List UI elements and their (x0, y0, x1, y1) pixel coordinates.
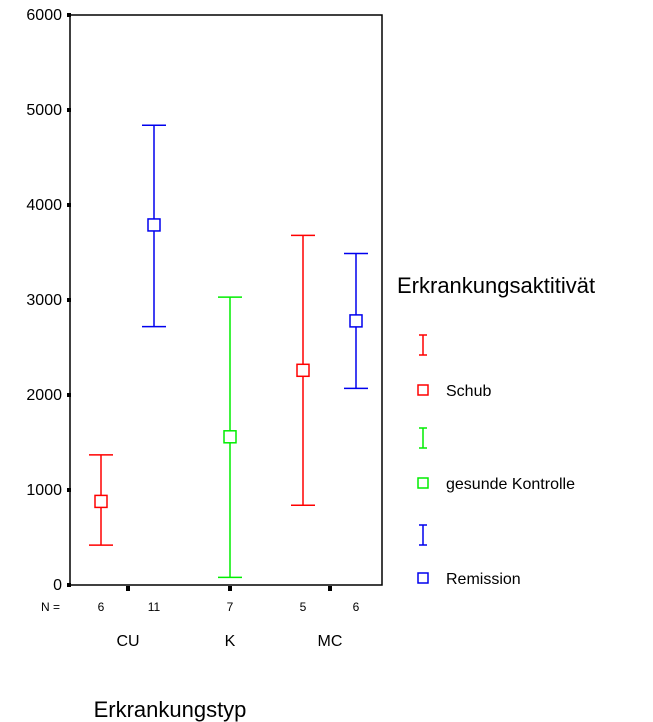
mean-marker (223, 430, 237, 444)
n-count-label: 6 (98, 600, 105, 614)
legend-marker-icon (417, 572, 429, 584)
mean-marker (296, 363, 310, 378)
y-tick-mark (67, 393, 71, 397)
x-category-label: MC (318, 633, 343, 650)
mean-marker (349, 314, 363, 328)
legend-marker-icon (417, 384, 429, 396)
y-tick-mark (67, 108, 71, 112)
n-count-label: 6 (353, 600, 360, 614)
legend-title: Erkrankungsaktitivät (397, 273, 595, 298)
n-prefix-label: N = (41, 600, 60, 614)
y-tick-label: 0 (53, 577, 62, 594)
error-bar (291, 234, 315, 506)
x-tick-mark (126, 586, 130, 591)
legend-label: Schub (446, 383, 491, 400)
y-tick-mark (67, 583, 71, 587)
n-count-label: 5 (300, 600, 307, 614)
x-axis: CU K MC N = 6 5 7 11 6 (41, 586, 360, 650)
error-bar (142, 124, 166, 328)
x-category-label: CU (116, 633, 139, 650)
x-tick-mark (328, 586, 332, 591)
x-axis-title: Erkrankungstyp (94, 697, 247, 722)
legend-label: gesunde Kontrolle (446, 476, 575, 493)
x-category-label: K (225, 633, 236, 650)
y-tick-label: 2000 (26, 387, 62, 404)
y-tick-mark (67, 13, 71, 17)
y-tick-label: 6000 (26, 7, 62, 24)
error-bar (89, 454, 113, 546)
x-tick-mark (228, 586, 232, 591)
y-tick-mark (67, 488, 71, 492)
legend-label: Remission (446, 571, 521, 588)
y-tick-label: 5000 (26, 102, 62, 119)
y-tick-mark (67, 203, 71, 207)
n-count-label: 11 (148, 600, 161, 614)
plot-frame (69, 14, 383, 586)
error-bar (344, 252, 368, 390)
mean-marker (147, 218, 161, 232)
n-count-label: 7 (227, 600, 234, 614)
y-tick-label: 1000 (26, 482, 62, 499)
y-axis: 0 1000 2000 3000 4000 5000 6000 (26, 7, 71, 594)
legend-marker-icon (417, 477, 429, 489)
mean-marker (94, 494, 108, 509)
error-bar (218, 296, 242, 579)
y-tick-label: 4000 (26, 197, 62, 214)
error-bars (89, 124, 368, 579)
y-tick-label: 3000 (26, 292, 62, 309)
y-tick-mark (67, 298, 71, 302)
legend: Erkrankungsaktitivät Schub gesunde Kontrol… (397, 273, 595, 588)
